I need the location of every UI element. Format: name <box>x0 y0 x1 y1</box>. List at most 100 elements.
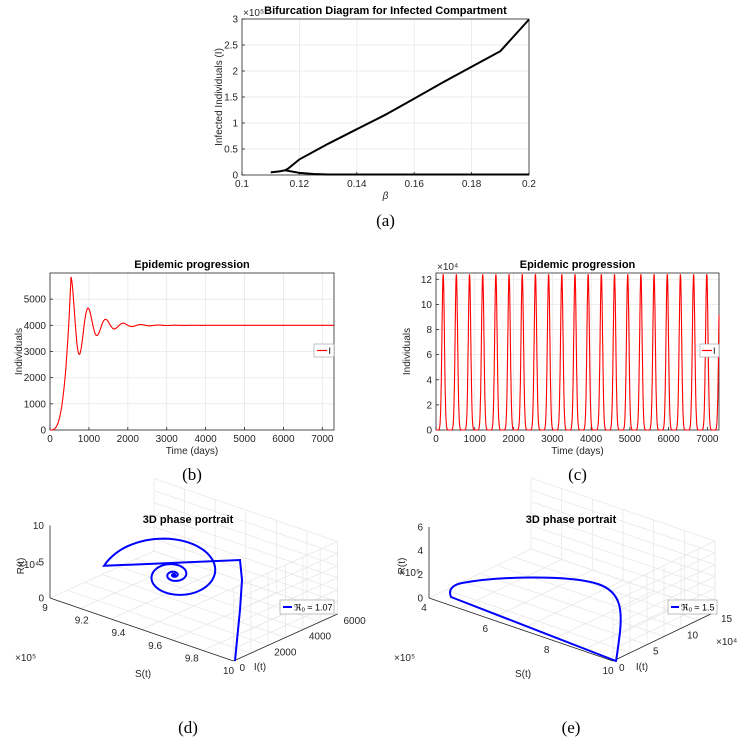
legend-e: ℜ₀ ≈ 1.5 <box>667 599 718 615</box>
s-tick-label: 9.2 <box>75 616 89 627</box>
series-I-line <box>50 276 334 431</box>
y-tick-label: 6 <box>426 350 432 361</box>
r-tick-label: 6 <box>417 523 423 534</box>
legend-label: ℜ₀ ≈ 1.07 <box>294 603 333 613</box>
x-tick-label: 0.12 <box>290 179 310 190</box>
i-axis <box>612 611 716 662</box>
s-tick-label: 8 <box>544 645 550 656</box>
y-tick-label: 1 <box>232 119 238 130</box>
x-tick-label: 2000 <box>117 434 140 445</box>
x-tick-label: 0.18 <box>462 179 482 190</box>
i-axis <box>233 613 338 662</box>
figure-caption: (a) <box>376 211 395 230</box>
x-tick-label: 0 <box>47 434 53 445</box>
y-tick-label: 0.5 <box>224 145 238 156</box>
r-tick-label: 5 <box>38 557 44 568</box>
x-tick-label: 1000 <box>78 434 101 445</box>
i-tick-label: 4000 <box>309 632 332 643</box>
legend-label: I <box>713 346 716 356</box>
y-tick-label: 2 <box>232 67 238 78</box>
y-tick-label: 8 <box>426 325 432 336</box>
s-exponent-label: ×10⁵ <box>394 653 415 664</box>
z-axis-label: R(t) <box>16 558 27 575</box>
i-tick-label: 2000 <box>274 647 297 658</box>
y-tick-label: 10 <box>421 300 433 311</box>
i-tick-label: 0 <box>619 663 625 674</box>
back-grid <box>153 478 338 542</box>
x-axis-label: Time (days) <box>551 446 603 457</box>
x-tick-label: 4000 <box>580 434 603 445</box>
r-tick-label: 0 <box>417 594 423 605</box>
x-tick-label: 5000 <box>233 434 256 445</box>
i-tick-label: 15 <box>721 614 733 625</box>
side-grid <box>612 540 716 591</box>
chart-c: 0 1000 2000 3000 4000 5000 6000 7000 0 2 4 6 8 10 12 Ep… <box>402 259 720 484</box>
y-axis-label: I(t) <box>636 662 648 673</box>
grid-3d <box>428 477 716 662</box>
y-tick-label: 3000 <box>24 347 47 358</box>
y-tick-label: 0 <box>40 426 46 437</box>
x-tick-label: 0.14 <box>347 179 367 190</box>
y-exponent-label: ×10⁴ <box>437 262 458 273</box>
i-tick-label: 5 <box>653 647 659 658</box>
x-tick-label: 2000 <box>502 434 525 445</box>
s-axis <box>49 597 234 662</box>
s-tick-label: 6 <box>483 624 489 635</box>
grid-a <box>241 18 530 176</box>
chart-d: 9 9.2 9.4 9.6 9.8 10 0 2000 4000 6000 0 5 10 3D phase… <box>15 478 366 737</box>
bifurcation-branch-1 <box>270 18 530 174</box>
x-tick-label: 3000 <box>156 434 179 445</box>
x-tick-label: 7000 <box>696 434 719 445</box>
phase-trajectory <box>102 537 244 662</box>
x-tick-label: 0.1 <box>235 179 249 190</box>
x-axis-label: S(t) <box>135 669 151 680</box>
side-grid <box>233 541 338 589</box>
chart-a: 0.1 0.12 0.14 0.16 0.18 0.2 0 0.5 1 1.5 2 2.5 3 Bifur… <box>214 5 536 230</box>
x-axis-label: β <box>382 191 389 202</box>
floor-grid <box>119 566 303 631</box>
y-tick-label: 2000 <box>24 373 47 384</box>
s-tick-label: 10 <box>223 666 235 677</box>
figure-caption: (e) <box>562 718 581 737</box>
s-tick-label: 9.4 <box>111 628 125 639</box>
floor-grid <box>141 582 246 630</box>
y-tick-label: 1.5 <box>224 93 238 104</box>
s-exponent-label: ×10⁵ <box>15 653 36 664</box>
y-axis-label: Individuals <box>402 328 413 375</box>
legend-box <box>667 599 718 615</box>
x-tick-label: 3000 <box>541 434 564 445</box>
r-exponent-label: ×10⁴ <box>18 560 39 571</box>
r-tick-label: 0 <box>38 594 44 605</box>
i-tick-label: 0 <box>240 663 246 674</box>
x-axis-label: Time (days) <box>166 446 218 457</box>
x-tick-label: 6000 <box>272 434 295 445</box>
y-tick-label: 12 <box>421 275 433 286</box>
figure-caption: (d) <box>178 718 198 737</box>
y-axis-label: Infected Individuals (I) <box>214 48 225 146</box>
chart-e: 4 6 8 10 0 5 10 15 0 2 4 6 3D phase portrait S(t) I(t)… <box>394 477 737 737</box>
s-axis <box>428 597 614 662</box>
r-exponent-label: ×10⁵ <box>399 568 420 579</box>
legend-label: ℜ₀ ≈ 1.5 <box>681 603 715 613</box>
floor-grid <box>582 601 685 651</box>
r-tick-label: 2 <box>417 570 423 581</box>
x-tick-label: 1000 <box>464 434 487 445</box>
x-tick-label: 0 <box>433 434 439 445</box>
s-tick-label: 9.6 <box>148 641 162 652</box>
floor-grid <box>551 590 654 641</box>
y-tick-label: 1000 <box>24 399 47 410</box>
s-tick-label: 4 <box>421 603 427 614</box>
y-tick-label: 2.5 <box>224 41 238 52</box>
legend-b: I <box>313 343 335 358</box>
i-tick-label: 10 <box>687 630 699 641</box>
y-tick-label: 2 <box>426 400 432 411</box>
legend-d: ℜ₀ ≈ 1.07 <box>279 599 335 615</box>
i-exponent-label: ×10⁴ <box>716 637 737 648</box>
figure-caption: (c) <box>568 465 587 484</box>
y-axis-label: Individuals <box>14 328 25 375</box>
y-tick-label: 5000 <box>24 295 47 306</box>
figure-caption: (b) <box>182 465 202 484</box>
s-tick-label: 9.8 <box>185 653 199 664</box>
legend-label: I <box>329 346 332 356</box>
